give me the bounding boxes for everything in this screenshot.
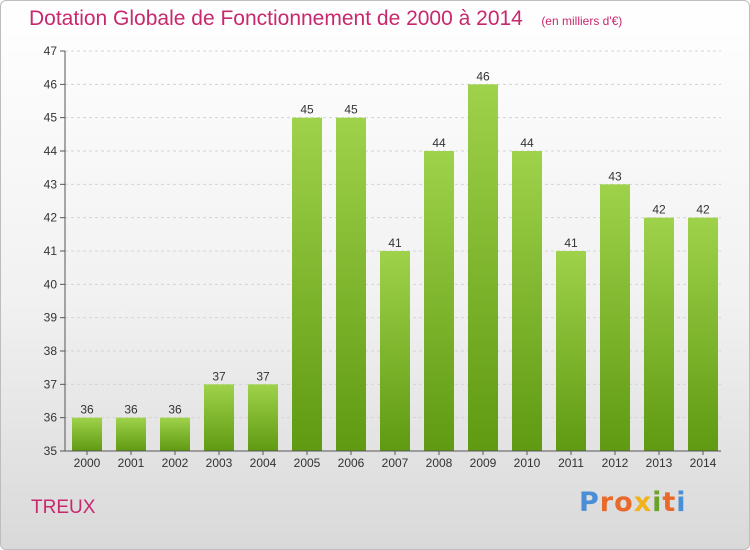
data-label: 43 <box>608 169 622 183</box>
x-tick-label: 2005 <box>294 456 321 470</box>
y-tick-label: 44 <box>44 144 58 158</box>
data-label: 41 <box>564 236 578 250</box>
unit-label: (en milliers d'€) <box>541 14 623 28</box>
bar-2013 <box>644 217 674 451</box>
logo-letter: i <box>652 487 663 518</box>
bar-2008 <box>424 151 454 451</box>
y-tick-label: 47 <box>44 44 58 58</box>
logo-letter: i <box>676 487 687 518</box>
logo-letter: o <box>614 487 634 518</box>
x-tick-label: 2008 <box>426 456 453 470</box>
bar-2007 <box>380 251 410 451</box>
data-label: 42 <box>696 203 710 217</box>
y-tick-label: 35 <box>44 444 58 458</box>
y-tick-label: 39 <box>44 311 58 325</box>
commune-name: TREUX <box>31 497 96 518</box>
x-tick-label: 2006 <box>338 456 365 470</box>
y-tick-label: 42 <box>44 211 58 225</box>
data-label: 44 <box>520 136 534 150</box>
logo-letter: x <box>633 487 653 518</box>
bar-2011 <box>556 251 586 451</box>
data-label: 44 <box>432 136 446 150</box>
logo-letter: P <box>579 487 600 518</box>
data-label: 46 <box>476 69 490 83</box>
bar-2010 <box>512 151 542 451</box>
y-tick-label: 38 <box>44 344 58 358</box>
data-label: 41 <box>388 236 402 250</box>
bar-2000 <box>72 417 102 451</box>
x-tick-label: 2003 <box>206 456 233 470</box>
bar-2003 <box>204 384 234 451</box>
proxiti-logo: Proxiti <box>579 487 687 518</box>
x-tick-label: 2013 <box>646 456 673 470</box>
data-label: 37 <box>256 369 270 383</box>
x-tick-label: 2001 <box>118 456 145 470</box>
x-tick-label: 2009 <box>470 456 497 470</box>
x-tick-label: 2010 <box>514 456 541 470</box>
x-tick-label: 2011 <box>558 456 584 470</box>
y-tick-label: 45 <box>44 111 58 125</box>
y-tick-label: 46 <box>44 77 58 91</box>
logo-letter: r <box>599 487 615 518</box>
bar-2014 <box>688 217 718 451</box>
y-tick-label: 36 <box>44 411 58 425</box>
y-tick-label: 37 <box>44 377 58 391</box>
bars <box>72 84 718 452</box>
bar-2004 <box>248 384 278 451</box>
data-label: 45 <box>344 103 358 117</box>
x-tick-label: 2004 <box>250 456 277 470</box>
logo-letter: t <box>662 487 677 518</box>
data-label: 45 <box>300 103 314 117</box>
y-tick-label: 41 <box>44 244 58 258</box>
x-tick-label: 2000 <box>74 456 101 470</box>
y-tick-label: 43 <box>44 177 58 191</box>
chart-title: Dotation Globale de Fonctionnement de 20… <box>29 7 523 30</box>
x-tick-label: 2007 <box>382 456 409 470</box>
x-tick-label: 2002 <box>162 456 189 470</box>
data-label: 36 <box>124 403 138 417</box>
data-label: 37 <box>212 369 226 383</box>
bar-2005 <box>292 117 322 452</box>
axes <box>60 50 721 455</box>
x-tick-label: 2012 <box>602 456 629 470</box>
bar-2002 <box>160 417 190 451</box>
data-label: 36 <box>168 403 182 417</box>
labels: 35 36 37 38 39 40 41 42 43 44 45 46 47 36 2000 36 2001 36… <box>44 44 717 470</box>
bar-2006 <box>336 117 366 452</box>
bar-2001 <box>116 417 146 451</box>
chart-title-row: Dotation Globale de Fonctionnement de 20… <box>29 7 622 31</box>
bar-2009 <box>468 84 498 451</box>
bar-2012 <box>600 184 630 452</box>
x-tick-label: 2014 <box>690 456 717 470</box>
data-label: 42 <box>652 203 666 217</box>
data-label: 36 <box>80 403 94 417</box>
y-tick-label: 40 <box>44 277 58 291</box>
